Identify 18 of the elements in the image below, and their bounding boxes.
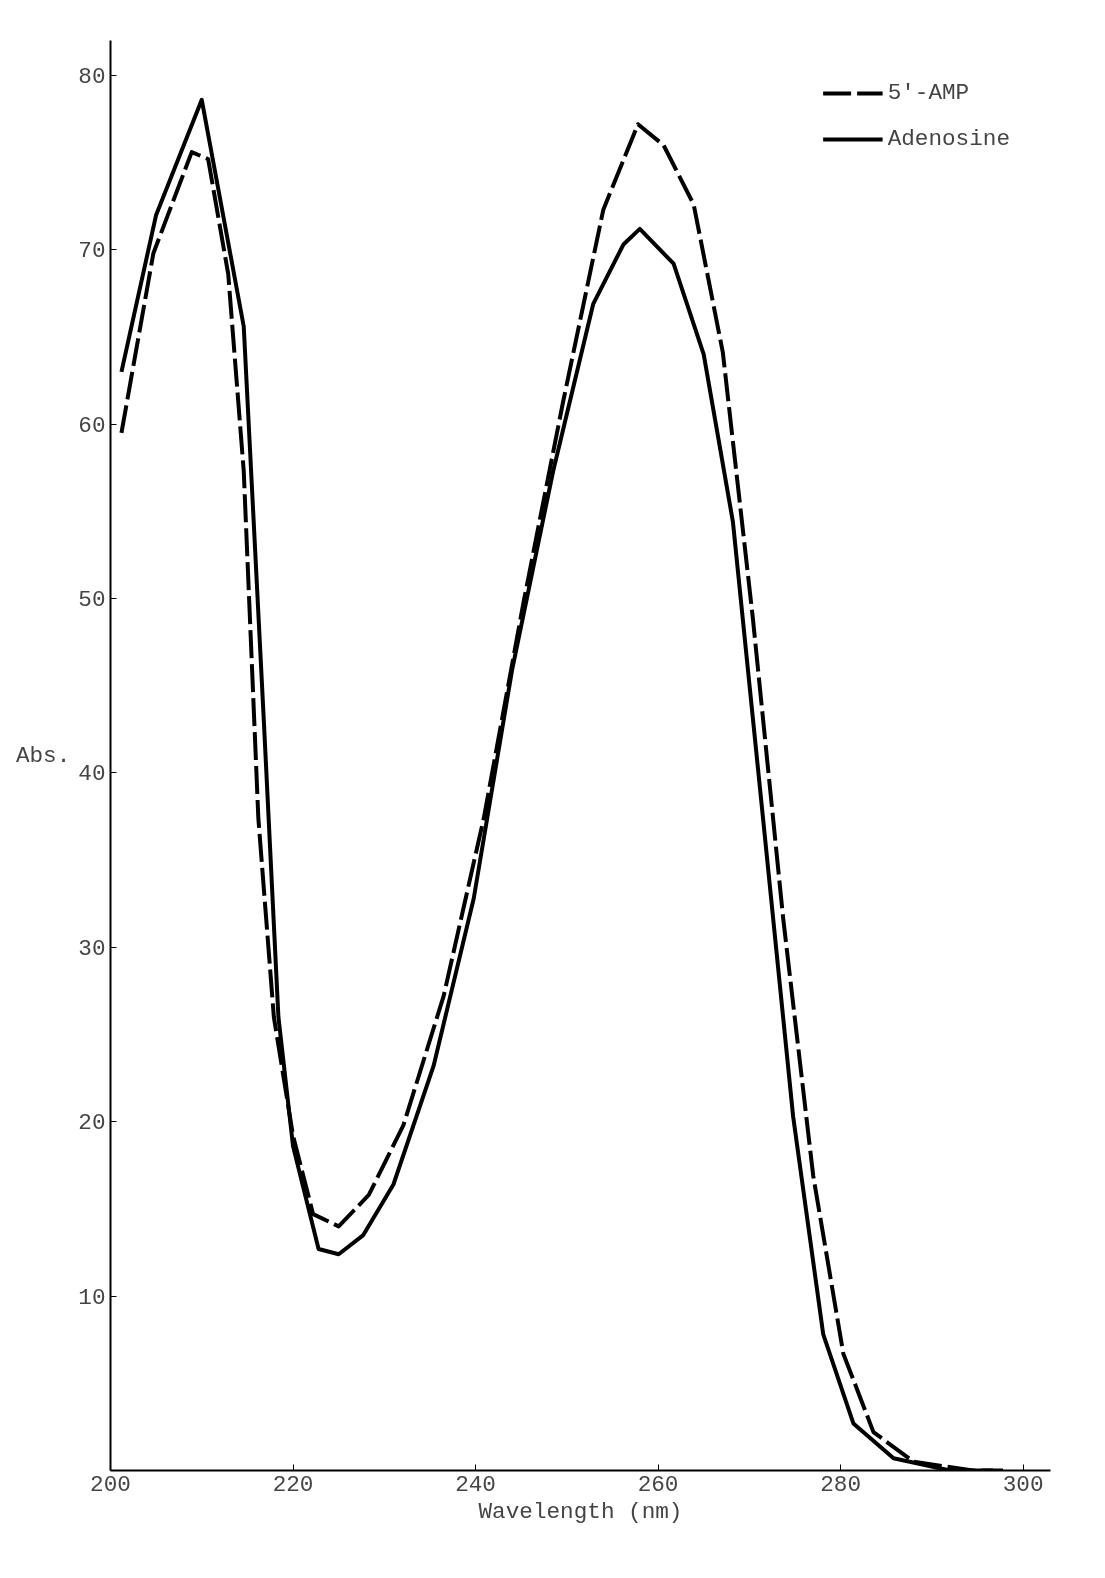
y-tick-label: 30: [78, 935, 106, 962]
y-tick-label: 50: [78, 587, 106, 614]
y-tick-label: 70: [78, 238, 106, 265]
y-axis-title: Abs.: [15, 742, 71, 769]
x-tick-label: 200: [90, 1471, 131, 1498]
x-tick-label: 240: [455, 1471, 496, 1498]
legend-label: 5'-AMP: [887, 80, 970, 106]
x-axis-title: Wavelength (nm): [478, 1498, 683, 1525]
y-tick-label: 80: [78, 63, 106, 90]
x-tick-label: 260: [637, 1471, 679, 1498]
y-tick-label: 60: [78, 412, 106, 439]
y-tick-label: 20: [78, 1110, 106, 1137]
x-tick-label: 300: [1002, 1471, 1044, 1498]
y-tick-label: 10: [78, 1284, 106, 1311]
y-tick-label: 40: [78, 761, 106, 788]
legend-label: Adenosine: [887, 126, 1010, 152]
x-tick-label: 220: [272, 1471, 314, 1498]
x-tick-label: 280: [820, 1471, 861, 1498]
